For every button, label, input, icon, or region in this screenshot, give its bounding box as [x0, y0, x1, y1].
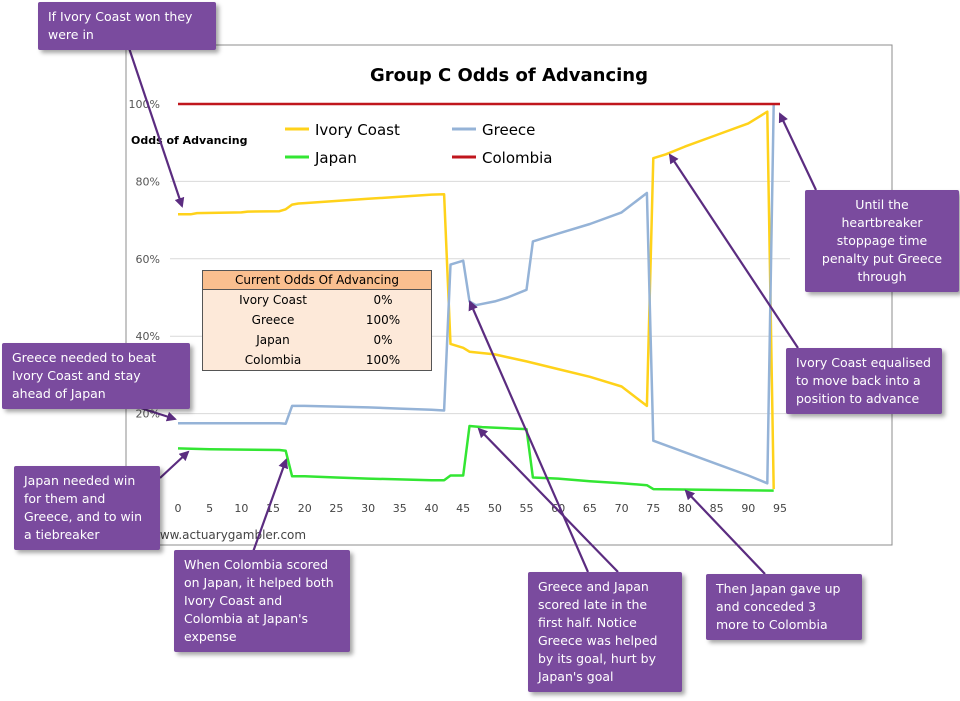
series-line-japan — [177, 424, 774, 492]
legend-label: Ivory Coast — [315, 121, 400, 139]
callout-heartbreaker: Until the heartbreaker stoppage time pen… — [805, 190, 959, 292]
x-tick-label: 30 — [361, 502, 375, 515]
team-name: Greece — [251, 313, 295, 327]
x-tick-label: 50 — [488, 502, 502, 515]
y-axis-label: Odds of Advancing — [131, 134, 247, 147]
team-name: Colombia — [244, 353, 302, 367]
table-row: Japan 0% — [203, 330, 431, 350]
x-tick-label: 80 — [678, 502, 692, 515]
callout-arrow — [778, 112, 817, 191]
callout-arrow — [684, 489, 766, 575]
x-tick-label: 90 — [741, 502, 755, 515]
legend-label: Greece — [482, 121, 535, 139]
table-row: Ivory Coast 0% — [203, 290, 431, 310]
table-row: Colombia 100% — [203, 350, 431, 370]
x-tick-label: 75 — [646, 502, 660, 515]
team-odds: 100% — [365, 313, 401, 327]
x-tick-label: 25 — [329, 502, 343, 515]
legend-label: Colombia — [482, 149, 553, 167]
y-tick-label: 80% — [136, 175, 160, 188]
callout-japan-needed: Japan needed win for them and Greece, an… — [14, 466, 160, 550]
table-title: Current Odds Of Advancing — [203, 271, 431, 290]
team-name: Ivory Coast — [239, 293, 307, 307]
y-tick-label: 60% — [136, 253, 160, 266]
watermark: www.actuarygambler.com — [150, 528, 306, 542]
x-tick-label: 20 — [298, 502, 312, 515]
callout-arrow — [159, 450, 190, 479]
x-tick-label: 45 — [456, 502, 470, 515]
x-tick-label: 95 — [773, 502, 787, 515]
series-line-greece — [178, 103, 775, 485]
callout-arrow — [126, 44, 185, 208]
x-tick-label: 35 — [393, 502, 407, 515]
callout-colombia-scored: When Colombia scored on Japan, it helped… — [174, 550, 350, 652]
x-tick-label: 40 — [424, 502, 438, 515]
callout-greece-needed: Greece needed to beat Ivory Coast and st… — [2, 343, 190, 409]
x-tick-label: 0 — [175, 502, 182, 515]
y-tick-label: 20% — [136, 408, 160, 421]
callout-japan-gave-up: Then Japan gave up and conceded 3 more t… — [706, 574, 862, 640]
current-odds-table: Current Odds Of Advancing Ivory Coast 0%… — [202, 270, 432, 371]
callout-ivory-won: If Ivory Coast won they were in — [38, 2, 216, 50]
y-tick-label: 40% — [136, 330, 160, 343]
x-tick-label: 65 — [583, 502, 597, 515]
callout-arrow — [468, 300, 590, 573]
team-name: Japan — [256, 333, 290, 347]
callout-arrow — [477, 427, 619, 573]
chart-title: Group C Odds of Advancing — [370, 65, 648, 86]
callout-greece-japan-scored: Greece and Japan scored late in the firs… — [528, 572, 682, 692]
series-line-ivory-coast — [178, 110, 775, 490]
callout-ivory-equalised: Ivory Coast equalised to move back into … — [786, 348, 942, 414]
callout-arrow — [251, 458, 289, 553]
y-tick-label: 100% — [129, 98, 160, 111]
team-odds: 0% — [373, 333, 393, 347]
x-tick-label: 85 — [710, 502, 724, 515]
team-odds: 0% — [373, 293, 393, 307]
x-tick-label: 55 — [520, 502, 534, 515]
x-tick-label: 10 — [234, 502, 248, 515]
callout-arrow — [668, 153, 799, 349]
team-odds: 100% — [365, 353, 401, 367]
x-tick-label: 5 — [206, 502, 213, 515]
x-tick-label: 70 — [615, 502, 629, 515]
legend-label: Japan — [314, 149, 357, 167]
table-row: Greece 100% — [203, 310, 431, 330]
